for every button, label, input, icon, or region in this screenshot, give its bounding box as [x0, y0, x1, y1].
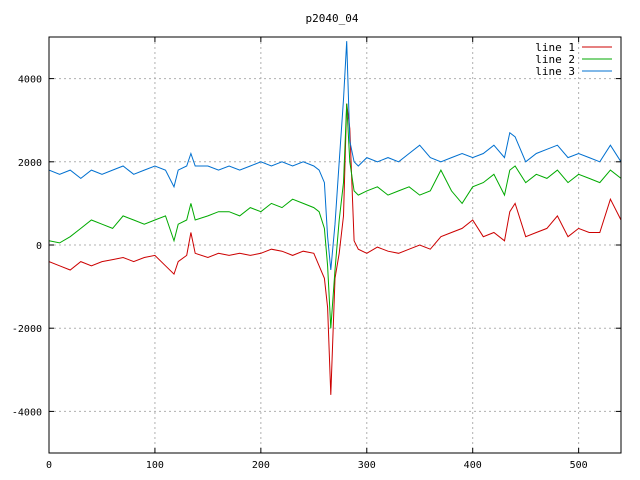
series-lines — [49, 41, 621, 395]
legend-label: line 1 — [535, 41, 575, 54]
axis-ticks: 0 100 200 300 400 500 -4000 -2000 0 2000 4000 — [12, 37, 621, 471]
y-tick-label: 2000 — [18, 158, 42, 169]
y-tick-label: -2000 — [12, 324, 42, 335]
y-tick-label: 0 — [36, 241, 42, 252]
series-line-2 — [49, 103, 621, 329]
grid — [49, 37, 621, 453]
x-tick-label: 300 — [358, 460, 376, 471]
x-tick-label: 200 — [252, 460, 270, 471]
x-tick-label: 500 — [570, 460, 588, 471]
x-tick-label: 0 — [46, 460, 52, 471]
y-tick-label: 4000 — [18, 75, 42, 86]
y-tick-label: -4000 — [12, 407, 42, 418]
x-tick-label: 100 — [146, 460, 164, 471]
legend-label: line 3 — [535, 65, 575, 78]
series-line-1 — [49, 103, 621, 395]
chart-title: p2040_04 — [306, 12, 359, 25]
legend-label: line 2 — [535, 53, 575, 66]
series-line-3 — [49, 41, 621, 271]
x-tick-label: 400 — [464, 460, 482, 471]
